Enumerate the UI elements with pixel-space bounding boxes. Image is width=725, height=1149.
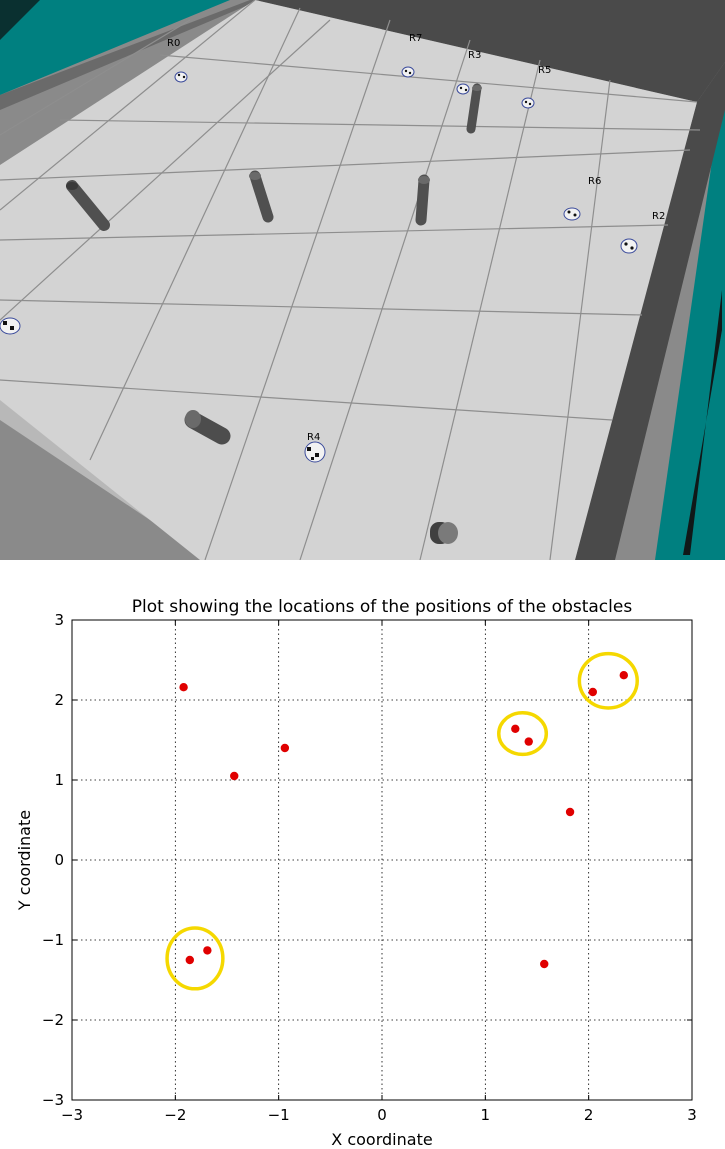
y-tick-label: −3 xyxy=(42,1091,64,1109)
x-tick-label: 2 xyxy=(584,1106,594,1124)
wall-top-band xyxy=(255,0,725,102)
robot-r4: R4 xyxy=(304,432,326,463)
highlight-circle xyxy=(497,711,549,757)
floor-grid xyxy=(0,0,701,560)
obstacle-scatter-plot: Plot showing the locations of the positi… xyxy=(15,597,697,1149)
chart-title: Plot showing the locations of the positi… xyxy=(132,597,633,617)
obstacle-cylinder xyxy=(249,170,274,223)
robot-r3: R3 xyxy=(456,50,481,95)
obstacle-cylinder xyxy=(184,410,231,445)
robot-unlabeled xyxy=(0,317,21,335)
x-tick-label: −1 xyxy=(268,1106,290,1124)
y-tick-label: 2 xyxy=(54,691,64,709)
y-tick-label: 1 xyxy=(54,771,64,789)
y-axis-label: Y coordinate xyxy=(15,810,34,911)
x-tick-label: −3 xyxy=(61,1106,83,1124)
obstacle-point xyxy=(588,687,597,697)
simulation-scene: R0 R7 R3 R5 R6 R2 R4 xyxy=(0,0,725,560)
robot-label: R0 xyxy=(167,38,180,49)
robot-label: R5 xyxy=(538,65,551,76)
x-axis-label: X coordinate xyxy=(331,1130,432,1149)
arena-floor xyxy=(0,0,697,560)
wall-top-left-face xyxy=(0,0,260,110)
y-tick-label: 0 xyxy=(54,851,64,869)
obstacle-cylinders xyxy=(66,83,482,544)
obstacle-point xyxy=(179,683,188,692)
robot-label: R4 xyxy=(307,432,320,443)
obstacle-cylinder xyxy=(466,83,482,134)
robot-r5: R5 xyxy=(521,65,551,109)
robot-r2: R2 xyxy=(620,211,665,254)
obstacle-point xyxy=(565,807,575,817)
obstacle-point xyxy=(230,771,239,781)
highlight-layer xyxy=(165,651,639,991)
obstacle-point xyxy=(511,724,520,733)
robot-label: R3 xyxy=(468,50,481,61)
obstacle-cylinder xyxy=(430,522,458,544)
obstacle-point xyxy=(524,737,533,746)
robot-r0: R0 xyxy=(167,38,188,83)
wall-right-face xyxy=(575,62,725,560)
x-tick-label: 3 xyxy=(687,1106,697,1124)
robot-r6: R6 xyxy=(563,176,601,221)
robot-r7: R7 xyxy=(401,33,422,78)
y-tick-label: −2 xyxy=(42,1011,64,1029)
frame-edge-top-left xyxy=(0,0,40,40)
obstacle-point xyxy=(203,946,212,955)
robot-label: R6 xyxy=(588,176,601,187)
robot-label: R7 xyxy=(409,33,422,44)
obstacle-point xyxy=(619,671,628,680)
x-tick-label: 1 xyxy=(481,1106,491,1124)
obstacle-point xyxy=(280,743,290,753)
obstacle-point xyxy=(540,959,549,969)
robot-label: R2 xyxy=(652,211,665,222)
y-tick-label: 3 xyxy=(54,611,64,629)
highlight-circle xyxy=(165,926,225,991)
robots: R0 R7 R3 R5 R6 R2 R4 xyxy=(0,33,665,463)
y-tick-label: −1 xyxy=(42,931,64,949)
grid-layer xyxy=(72,620,692,1100)
obstacle-point xyxy=(185,955,194,965)
tick-layer: −3 −2 −1 0 1 2 3 −3 −2 −1 0 1 2 3 xyxy=(42,611,697,1124)
obstacle-cylinder xyxy=(415,174,430,226)
obstacle-cylinder xyxy=(66,180,110,231)
x-tick-label: 0 xyxy=(377,1106,387,1124)
point-layer xyxy=(179,671,628,969)
x-tick-label: −2 xyxy=(164,1106,186,1124)
highlight-circle xyxy=(577,651,639,710)
